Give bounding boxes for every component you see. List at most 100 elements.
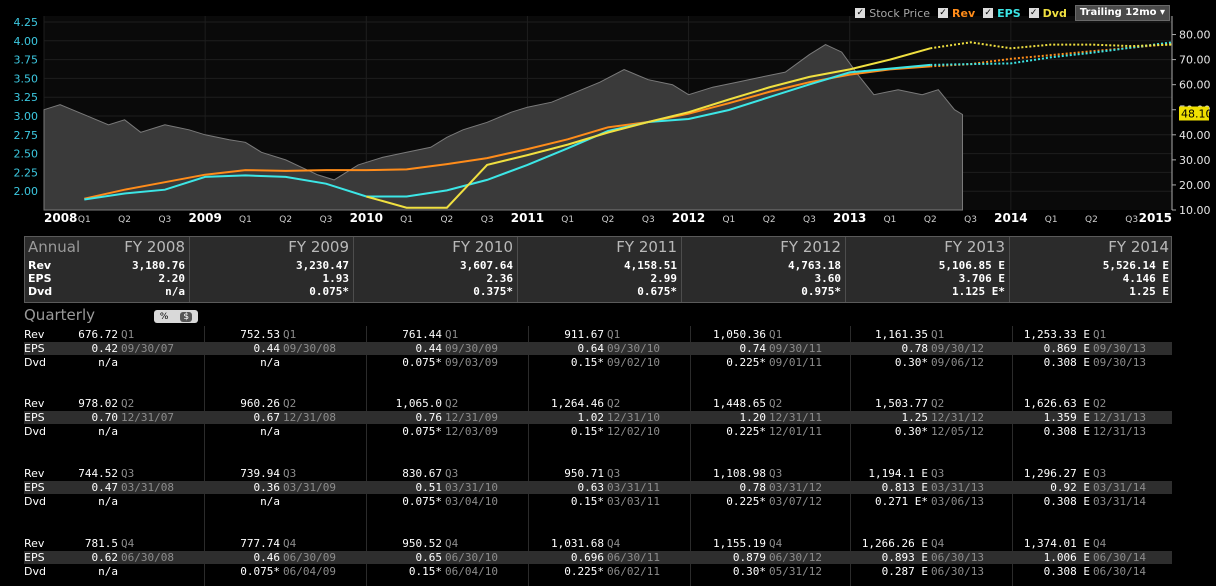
annual-row-label: Rev: [28, 259, 52, 272]
dvd-forecast-line: [930, 41, 1173, 50]
eps-checkbox[interactable]: ✓: [983, 8, 994, 18]
quarterly-value: n/a: [260, 356, 280, 369]
quarterly-cell: 911.67: [528, 328, 604, 341]
x-axis-quarter-label: Q2: [602, 215, 615, 225]
quarterly-cell: 0.62: [44, 551, 119, 564]
toggle-eps[interactable]: ✓ EPS: [983, 7, 1021, 20]
left-axis-tick: 2.25: [14, 166, 39, 179]
quarterly-cell: 0.225*: [528, 565, 604, 578]
quarterly-period-label: 03/31/11: [607, 481, 660, 494]
quarterly-cell: 830.67: [366, 467, 442, 480]
quarterly-period-label: 06/30/14: [1093, 551, 1146, 564]
quarterly-value: 950.71: [564, 467, 604, 480]
quarterly-cell: 0.271 E*: [850, 495, 928, 508]
x-axis-quarter-label: Q1: [722, 215, 735, 225]
quarterly-period-label: 12/31/08: [283, 411, 336, 424]
quarterly-period-label: Q2: [1093, 397, 1107, 410]
eps-forecast-line: [930, 41, 1173, 66]
right-axis-tick: 30.00: [1179, 154, 1211, 167]
quarterly-value: 1,065.0: [395, 397, 442, 410]
annual-rev-value: 4,158.51: [624, 259, 677, 272]
quarterly-value: 1,108.98: [713, 467, 766, 480]
quarterly-value: 1,031.68: [551, 537, 604, 550]
quarterly-value: 1.006 E: [1043, 551, 1090, 564]
quarterly-value: 0.51: [415, 481, 443, 494]
quarterly-period-label: Q4: [121, 537, 135, 550]
quarterly-value: 0.308 E: [1043, 425, 1090, 438]
quarterly-period-label: Q1: [283, 328, 297, 341]
quarterly-period-label: 12/02/10: [607, 425, 660, 438]
quarterly-cell: 0.075*: [366, 425, 442, 438]
quarterly-value: 744.52: [78, 467, 118, 480]
quarterly-value: 0.225*: [726, 425, 766, 438]
annual-column: FY 2012 4,763.18 3.60 0.975*: [681, 237, 845, 302]
quarterly-row-label: EPS: [24, 342, 45, 355]
period-dropdown[interactable]: Trailing 12mo ▾: [1074, 5, 1170, 21]
fiscal-year-header: FY 2008: [124, 238, 185, 256]
quarterly-period-label: 06/30/12: [769, 551, 822, 564]
toggle-stock-price[interactable]: ✓ Stock Price: [855, 7, 930, 20]
annual-eps-value: 2.20: [158, 272, 186, 285]
x-axis-year-label: 2008: [44, 211, 77, 225]
chevron-down-icon: ▾: [1159, 7, 1165, 18]
quarterly-period-label: 12/05/12: [931, 425, 984, 438]
quarterly-value: 1,264.46: [551, 397, 604, 410]
quarterly-period-label: Q1: [1093, 328, 1107, 341]
left-axis-tick: 2.75: [14, 129, 39, 142]
dvd-checkbox[interactable]: ✓: [1028, 8, 1039, 18]
quarterly-value: 830.67: [402, 467, 442, 480]
annual-eps-value: 4.146 E: [1122, 272, 1169, 285]
annual-column: FY 2010 3,607.64 2.36 0.375*: [353, 237, 517, 302]
quarterly-value: 0.075*: [402, 495, 442, 508]
right-axis-tick: 20.00: [1179, 179, 1211, 192]
quarterly-period-label: 06/30/08: [121, 551, 174, 564]
annual-eps-value: 3.706 E: [958, 272, 1005, 285]
quarterly-cell: 960.26: [204, 397, 280, 410]
annual-column: FY 2009 3,230.47 1.93 0.075*: [189, 237, 353, 302]
quarterly-value: 960.26: [240, 397, 280, 410]
quarterly-value: 950.52: [402, 537, 442, 550]
quarterly-period-label: 09/30/13: [1093, 342, 1146, 355]
dollar-option[interactable]: $: [180, 311, 193, 322]
price-label: 48.10: [1181, 107, 1213, 120]
x-axis-year-label: 2015: [1139, 211, 1172, 225]
quarterly-cell: 0.879: [690, 551, 766, 564]
quarterly-value: n/a: [98, 565, 118, 578]
stock-price-checkbox[interactable]: ✓: [855, 8, 866, 18]
fiscal-year-header: FY 2010: [452, 238, 513, 256]
quarterly-value: n/a: [98, 425, 118, 438]
annual-row-label: EPS: [28, 272, 52, 285]
annual-dvd-value: 0.675*: [637, 285, 677, 298]
x-axis-quarter-label: Q3: [1125, 215, 1138, 225]
toggle-dvd[interactable]: ✓ Dvd: [1028, 7, 1067, 20]
quarterly-row-label: EPS: [24, 481, 45, 494]
annual-column: FY 2011 4,158.51 2.99 0.675*: [517, 237, 681, 302]
quarterly-value: 0.308 E: [1043, 356, 1090, 369]
quarterly-value: 0.271 E*: [875, 495, 928, 508]
quarterly-period-label: 09/30/11: [769, 342, 822, 355]
left-axis-tick: 4.25: [14, 16, 39, 29]
quarterly-period-label: Q4: [445, 537, 459, 550]
percent-dollar-toggle[interactable]: % $: [154, 310, 198, 323]
quarterly-period-label: Q3: [283, 467, 297, 480]
quarterly-period-label: Q4: [607, 537, 621, 550]
percent-option[interactable]: %: [159, 311, 169, 322]
quarterly-value: 0.62: [91, 551, 119, 564]
toggle-rev[interactable]: ✓ Rev: [938, 7, 975, 20]
quarterly-period-label: 06/30/09: [283, 551, 336, 564]
quarterly-value: 1,374.01 E: [1023, 537, 1090, 550]
quarterly-period-label: Q3: [445, 467, 459, 480]
quarterly-cell: 0.696: [528, 551, 604, 564]
left-axis-tick: 3.50: [14, 72, 39, 85]
quarterly-value: 0.46: [253, 551, 281, 564]
rev-checkbox[interactable]: ✓: [938, 8, 949, 18]
quarterly-cell: 1,266.26 E: [850, 537, 928, 550]
quarterly-period-label: 03/07/12: [769, 495, 822, 508]
column-divider: [204, 326, 205, 586]
quarterly-value: 1,503.77: [875, 397, 928, 410]
quarterly-period-label: 06/30/11: [607, 551, 660, 564]
quarterly-period-label: Q2: [931, 397, 945, 410]
quarterly-value: 1,050.36: [713, 328, 766, 341]
quarterly-cell: 1,031.68: [528, 537, 604, 550]
quarterly-value: 0.225*: [726, 356, 766, 369]
